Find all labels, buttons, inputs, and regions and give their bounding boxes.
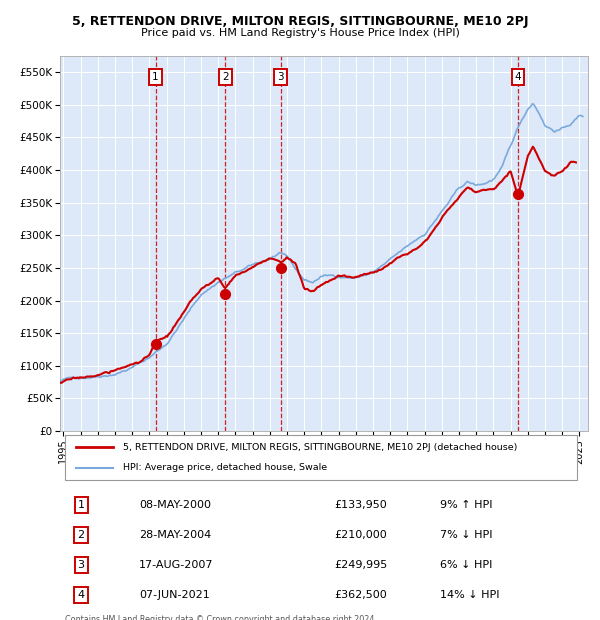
Text: £133,950: £133,950 xyxy=(335,500,388,510)
Text: 14% ↓ HPI: 14% ↓ HPI xyxy=(440,590,500,600)
Text: 2: 2 xyxy=(222,72,229,82)
Text: 17-AUG-2007: 17-AUG-2007 xyxy=(139,560,214,570)
Text: 07-JUN-2021: 07-JUN-2021 xyxy=(139,590,210,600)
Text: 4: 4 xyxy=(77,590,85,600)
Text: £249,995: £249,995 xyxy=(335,560,388,570)
Text: 7% ↓ HPI: 7% ↓ HPI xyxy=(440,530,493,540)
Text: 08-MAY-2000: 08-MAY-2000 xyxy=(139,500,211,510)
Text: £362,500: £362,500 xyxy=(335,590,388,600)
Text: Contains HM Land Registry data © Crown copyright and database right 2024.: Contains HM Land Registry data © Crown c… xyxy=(65,614,377,620)
Text: 9% ↑ HPI: 9% ↑ HPI xyxy=(440,500,493,510)
Text: 1: 1 xyxy=(77,500,85,510)
Text: Price paid vs. HM Land Registry's House Price Index (HPI): Price paid vs. HM Land Registry's House … xyxy=(140,28,460,38)
Text: 2: 2 xyxy=(77,530,85,540)
Text: HPI: Average price, detached house, Swale: HPI: Average price, detached house, Swal… xyxy=(124,463,328,472)
Text: 6% ↓ HPI: 6% ↓ HPI xyxy=(440,560,493,570)
Text: 4: 4 xyxy=(515,72,521,82)
Text: 5, RETTENDON DRIVE, MILTON REGIS, SITTINGBOURNE, ME10 2PJ: 5, RETTENDON DRIVE, MILTON REGIS, SITTIN… xyxy=(72,16,528,29)
Text: 5, RETTENDON DRIVE, MILTON REGIS, SITTINGBOURNE, ME10 2PJ (detached house): 5, RETTENDON DRIVE, MILTON REGIS, SITTIN… xyxy=(124,443,518,452)
Text: £210,000: £210,000 xyxy=(335,530,388,540)
Text: 28-MAY-2004: 28-MAY-2004 xyxy=(139,530,211,540)
Text: 1: 1 xyxy=(152,72,159,82)
Text: 3: 3 xyxy=(277,72,284,82)
Text: 3: 3 xyxy=(77,560,85,570)
